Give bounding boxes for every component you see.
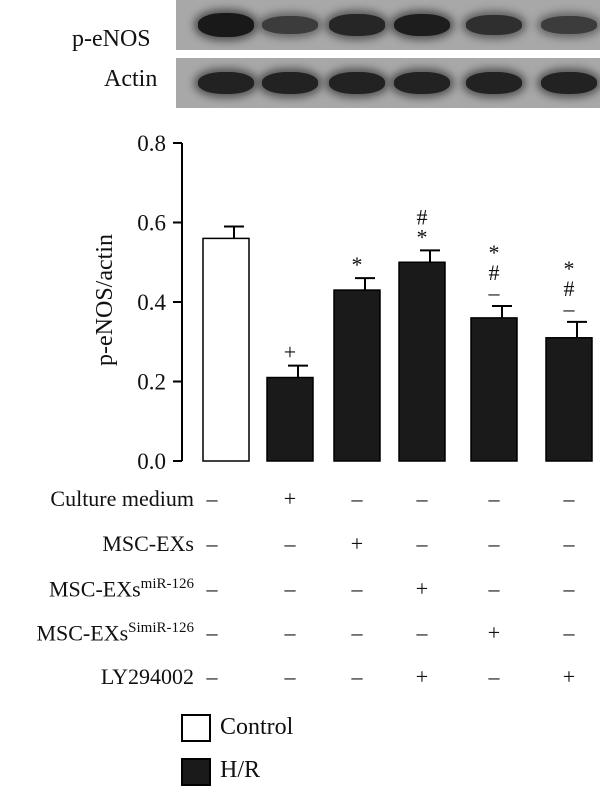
bar (333, 289, 381, 462)
treatment-sign: – (206, 531, 218, 556)
treatment-sign: – (206, 576, 218, 601)
treatment-sign: + (415, 664, 429, 689)
bars: +*#**#–*#– (202, 204, 593, 462)
blot-strip-actin (176, 58, 600, 108)
bar (266, 376, 314, 462)
blot-band (329, 14, 385, 36)
treatment-sign: + (562, 664, 576, 689)
treatment-sign: – (563, 531, 575, 556)
blot-label-p-enos: p-eNOS (72, 26, 151, 52)
treatment-label-text: MSC-EXs (102, 531, 194, 556)
treatment-label-text: MSC-EXs (48, 576, 141, 602)
blot-band (262, 72, 318, 94)
treatment-sign: – (488, 531, 500, 556)
treatment-sign: – (351, 576, 363, 601)
blot-band (198, 13, 254, 37)
legend-swatch-control (181, 714, 211, 742)
significance-mark: # (417, 204, 428, 229)
treatment-sign: – (416, 531, 428, 556)
significance-mark: # (564, 276, 575, 301)
bar-chart: 0.00.20.40.60.8 +*#**#–*#– p-eNOS/actin (92, 131, 593, 474)
treatment-label: MSC-EXs (102, 531, 194, 557)
bar (398, 261, 446, 462)
blot-band (541, 16, 597, 34)
treatment-sign: – (206, 486, 218, 511)
treatment-label-superscript: miR-126 (140, 576, 194, 592)
legend-label-hr: H/R (220, 757, 261, 783)
bar (545, 337, 593, 462)
y-axis: 0.0 0.2 0.4 0.6 0.8 (137, 131, 183, 474)
blot-band (329, 72, 385, 94)
treatment-label-superscript: SimiR-126 (128, 620, 194, 636)
blot-band (198, 72, 254, 94)
y-tick-label: 0.6 (137, 211, 166, 236)
blot-band (262, 16, 318, 34)
treatment-sign: – (416, 486, 428, 511)
blot-strip-p-enos (176, 0, 600, 50)
treatment-sign: + (415, 576, 429, 601)
significance-mark: * (564, 256, 575, 281)
blot-band (394, 72, 450, 94)
y-axis-label: p-eNOS/actin (92, 234, 118, 366)
treatment-sign: – (284, 531, 296, 556)
legend-label-control: Control (220, 714, 294, 740)
treatment-sign: – (351, 486, 363, 511)
treatment-label-text: LY294002 (100, 664, 194, 689)
blot-band (541, 72, 597, 94)
treatment-sign: + (283, 486, 297, 511)
treatment-sign: – (206, 620, 218, 645)
blot-band (394, 13, 450, 37)
treatment-sign: – (563, 486, 575, 511)
y-tick-label: 0.4 (137, 290, 166, 315)
significance-mark: * (352, 252, 363, 277)
significance-mark: – (488, 280, 501, 305)
treatment-sign: – (284, 620, 296, 645)
legend-swatch-hr (181, 758, 211, 786)
treatment-label: Culture medium (50, 486, 194, 512)
treatment-sign: – (351, 664, 363, 689)
treatment-label: LY294002 (101, 664, 194, 690)
treatment-label-text: MSC-EXs (36, 620, 129, 646)
treatment-sign: – (488, 664, 500, 689)
treatment-sign: – (416, 620, 428, 645)
treatment-sign: – (284, 664, 296, 689)
treatment-sign: + (350, 531, 364, 556)
treatment-sign: – (563, 620, 575, 645)
treatment-sign: – (488, 576, 500, 601)
bar (470, 317, 518, 462)
treatment-sign: – (488, 486, 500, 511)
significance-mark: – (563, 296, 576, 321)
treatment-sign: – (284, 576, 296, 601)
significance-mark: * (489, 240, 500, 265)
treatment-sign: + (487, 620, 501, 645)
treatment-label: MSC-EXsSimiR-126 (36, 620, 194, 646)
significance-mark: + (284, 340, 296, 365)
treatment-sign: – (206, 664, 218, 689)
y-tick-label: 0.2 (137, 370, 166, 395)
y-tick-label: 0.8 (137, 131, 166, 156)
treatment-sign: – (563, 576, 575, 601)
treatment-sign: – (351, 620, 363, 645)
treatment-label: MSC-EXsmiR-126 (49, 576, 194, 602)
significance-mark: * (417, 224, 428, 249)
y-tick-label: 0.0 (137, 449, 166, 474)
blot-band (466, 15, 522, 35)
treatment-label-text: Culture medium (50, 486, 194, 511)
bar (202, 237, 250, 462)
blot-label-actin: Actin (104, 66, 158, 92)
blot-band (466, 72, 522, 94)
significance-mark: # (489, 260, 500, 285)
